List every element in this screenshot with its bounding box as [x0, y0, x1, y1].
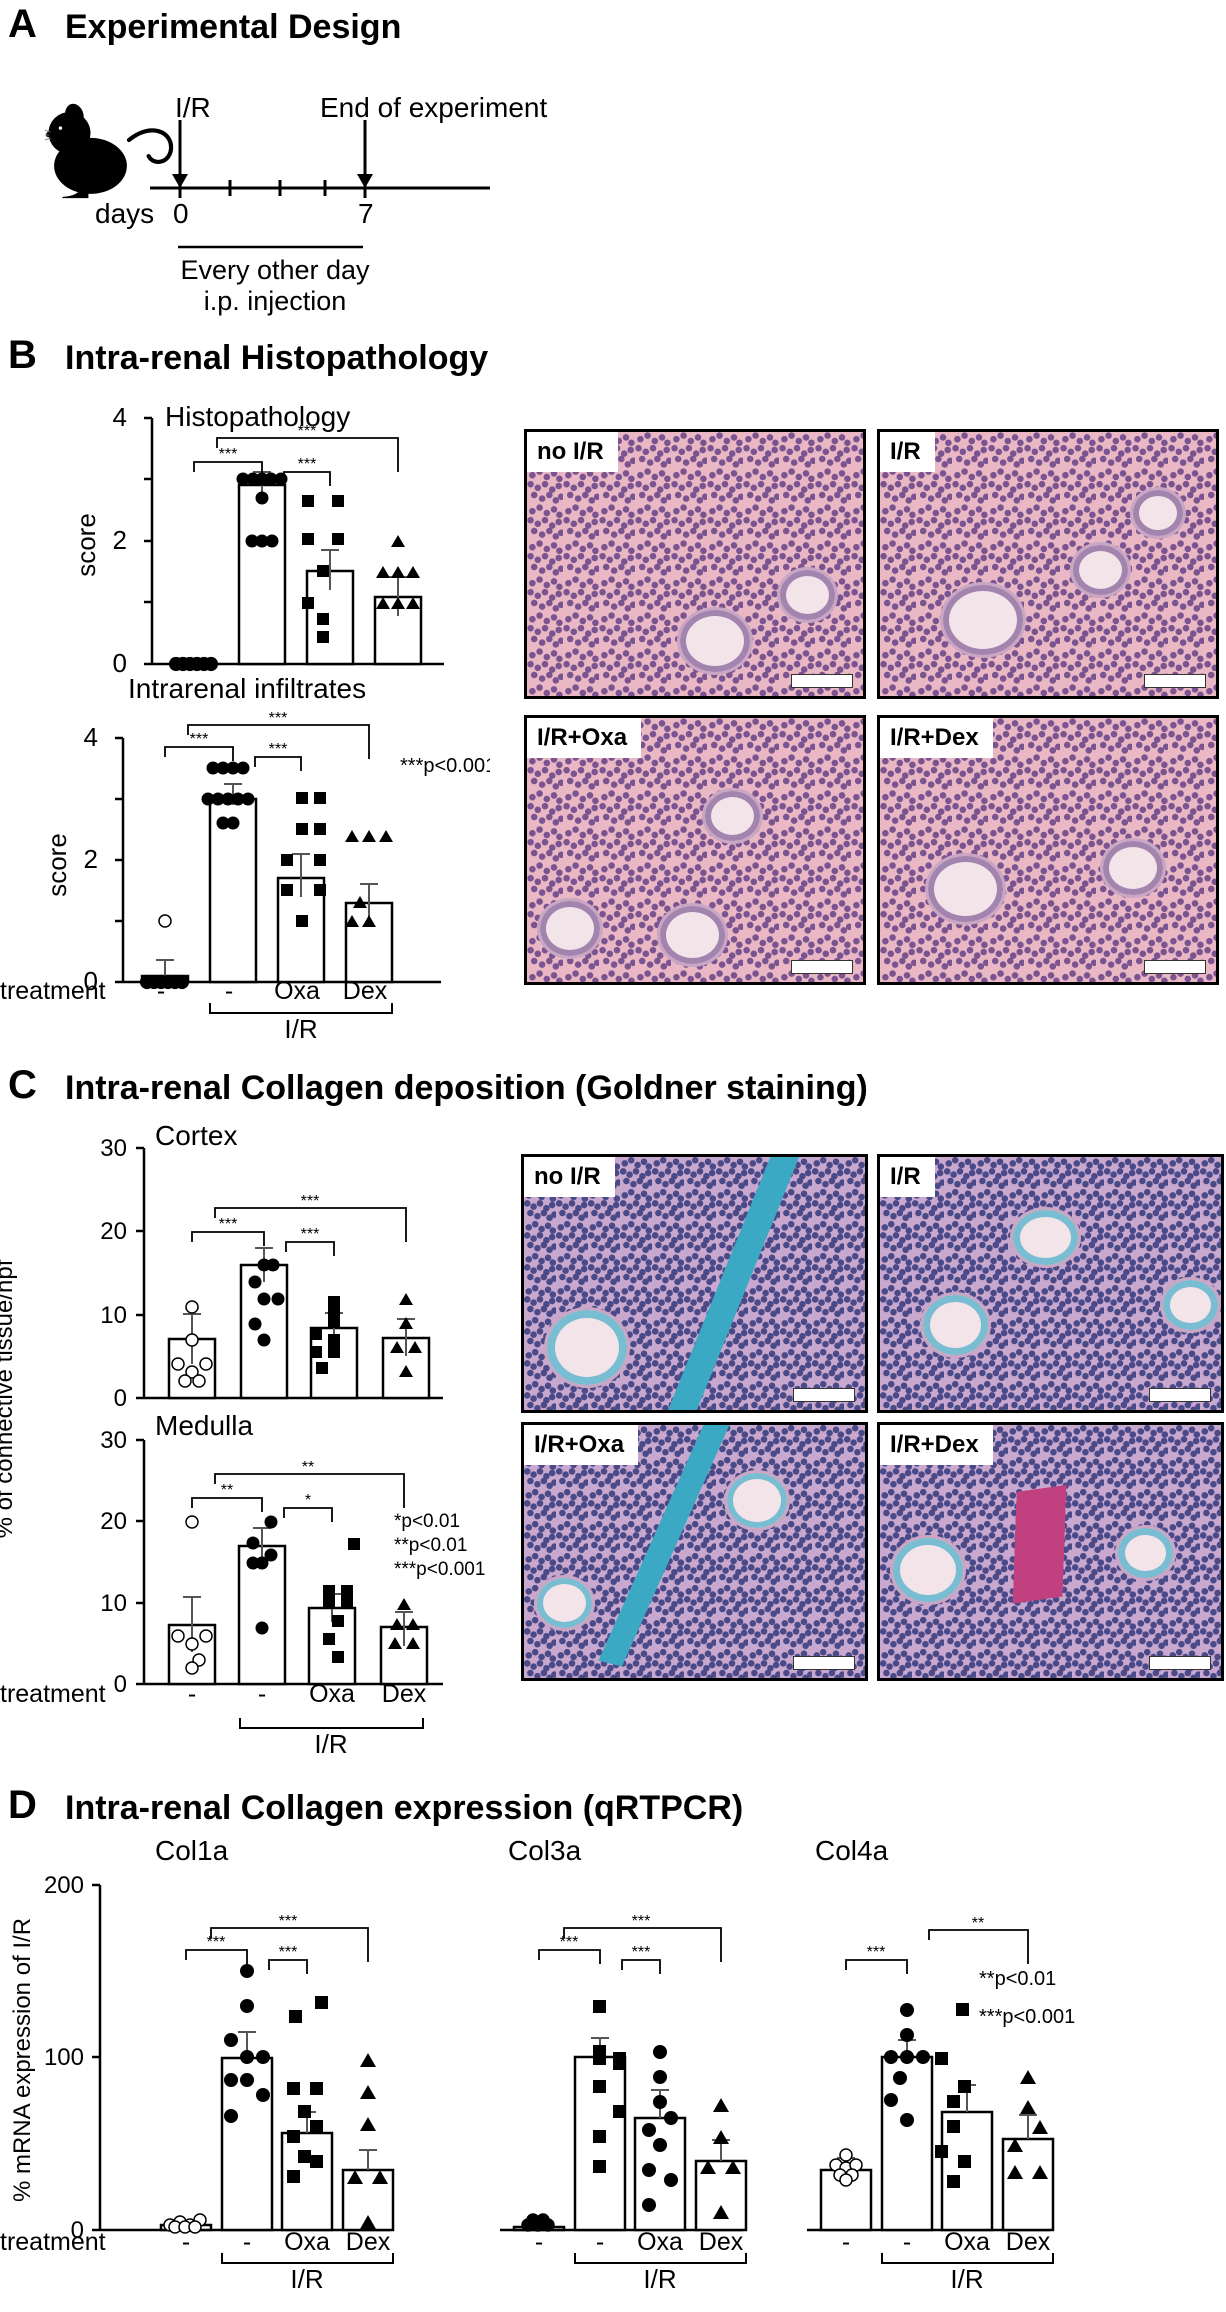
svg-text:Oxa: Oxa: [309, 1680, 355, 1708]
svg-text:-: -: [243, 2228, 251, 2256]
svg-text:***: ***: [190, 731, 209, 748]
svg-text:Cortex: Cortex: [155, 1120, 237, 1151]
svg-text:Histopathology: Histopathology: [165, 401, 350, 432]
svg-text:***: ***: [632, 1913, 651, 1930]
svg-text:**: **: [302, 1459, 314, 1476]
svg-text:-: -: [842, 2228, 850, 2256]
svg-text:***: ***: [867, 1944, 886, 1961]
svg-text:*: *: [305, 1492, 311, 1509]
svg-text:Col1a: Col1a: [155, 1835, 229, 1866]
svg-text:100: 100: [44, 2044, 84, 2071]
svg-text:score: score: [71, 513, 101, 577]
svg-text:***: ***: [560, 1934, 579, 1951]
svg-text:-: -: [903, 2228, 911, 2256]
svg-text:***: ***: [219, 1216, 238, 1233]
svg-text:0: 0: [114, 1671, 127, 1698]
svg-text:-: -: [596, 2228, 604, 2256]
svg-text:Medulla: Medulla: [155, 1410, 253, 1441]
svg-text:***: ***: [279, 1913, 298, 1930]
svg-text:30: 30: [100, 1427, 127, 1454]
svg-text:***: ***: [298, 456, 317, 473]
svg-text:2: 2: [84, 844, 98, 874]
svg-text:-: -: [535, 2228, 543, 2256]
svg-text:30: 30: [100, 1135, 127, 1162]
svg-text:***: ***: [269, 710, 288, 727]
svg-text:Col4a: Col4a: [815, 1835, 889, 1866]
svg-text:Oxa: Oxa: [274, 977, 320, 1005]
svg-text:Oxa: Oxa: [284, 2228, 330, 2256]
svg-text:200: 200: [44, 1872, 84, 1899]
svg-text:2: 2: [113, 525, 127, 555]
svg-text:***p<0.001: ***p<0.001: [400, 755, 490, 777]
svg-text:treatment: treatment: [0, 2228, 106, 2256]
svg-text:4: 4: [84, 722, 98, 752]
svg-text:-: -: [225, 977, 233, 1005]
svg-text:**: **: [972, 1915, 984, 1932]
svg-text:I/R: I/R: [314, 1729, 347, 1759]
svg-text:***: ***: [632, 1944, 651, 1961]
svg-text:-: -: [182, 2228, 190, 2256]
svg-text:20: 20: [100, 1508, 127, 1535]
svg-text:10: 10: [100, 1590, 127, 1617]
svg-text:treatment: treatment: [0, 1680, 106, 1708]
svg-text:**p<0.01: **p<0.01: [979, 1968, 1056, 1990]
svg-text:Oxa: Oxa: [944, 2228, 990, 2256]
svg-text:-: -: [258, 1680, 266, 1708]
svg-text:score: score: [42, 833, 72, 897]
svg-text:Intrarenal infiltrates: Intrarenal infiltrates: [128, 673, 366, 704]
svg-text:***: ***: [301, 1226, 320, 1243]
svg-text:Dex: Dex: [343, 977, 388, 1005]
svg-text:-: -: [188, 1680, 196, 1708]
svg-text:***: ***: [301, 1193, 320, 1210]
svg-text:***p<0.001: ***p<0.001: [394, 1559, 485, 1580]
svg-text:Dex: Dex: [382, 1680, 427, 1708]
svg-text:20: 20: [100, 1218, 127, 1245]
svg-text:***: ***: [269, 741, 288, 758]
svg-text:I/R: I/R: [290, 2264, 323, 2294]
svg-text:Dex: Dex: [1006, 2228, 1051, 2256]
svg-text:**: **: [221, 1482, 233, 1499]
svg-text:% mRNA expression of I/R: % mRNA expression of I/R: [9, 1918, 36, 2202]
svg-text:I/R: I/R: [284, 1014, 317, 1044]
svg-text:***: ***: [207, 1934, 226, 1951]
svg-text:Col3a: Col3a: [508, 1835, 582, 1866]
svg-text:4: 4: [113, 402, 127, 432]
svg-text:***: ***: [298, 423, 317, 440]
svg-text:treatment: treatment: [0, 977, 106, 1005]
svg-text:***: ***: [219, 446, 238, 463]
svg-text:*p<0.01: *p<0.01: [394, 1511, 460, 1532]
svg-text:10: 10: [100, 1302, 127, 1329]
svg-text:***: ***: [279, 1944, 298, 1961]
svg-text:-: -: [157, 977, 165, 1005]
svg-text:**p<0.01: **p<0.01: [394, 1535, 467, 1556]
svg-text:I/R: I/R: [950, 2264, 983, 2294]
svg-text:***p<0.001: ***p<0.001: [979, 2006, 1075, 2028]
